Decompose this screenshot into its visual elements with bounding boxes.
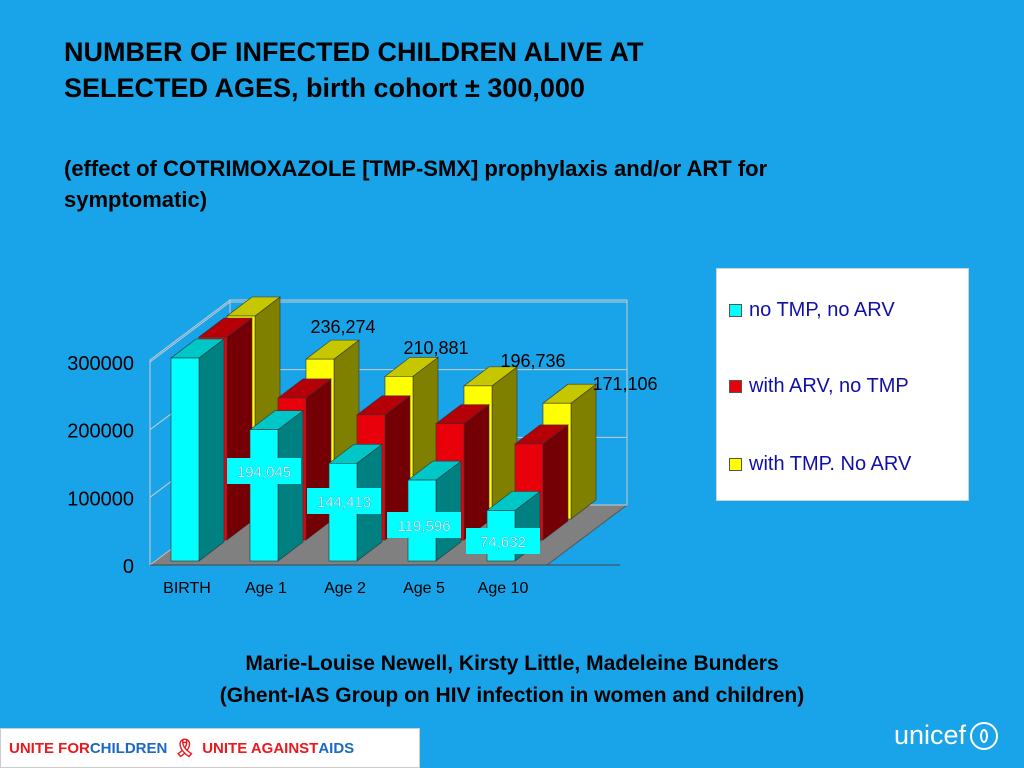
bar-front	[249, 429, 279, 562]
x-tick-label: Age 1	[245, 580, 287, 597]
legend-label: with TMP. No ARV	[749, 453, 912, 475]
subtitle-line-2: symptomatic)	[64, 187, 208, 212]
data-label: 144,413	[317, 494, 371, 511]
subtitle-line-1: (effect of COTRIMOXAZOLE [TMP-SMX] proph…	[64, 156, 768, 181]
title-line-1: NUMBER OF INFECTED CHILDREN ALIVE AT	[64, 37, 644, 67]
bar-side	[198, 338, 225, 562]
legend-item-no-tmp-no-arv: no TMP, no ARV	[729, 299, 895, 322]
banner-aids: AIDS	[318, 739, 355, 757]
x-tick-label: Age 2	[324, 580, 366, 597]
data-label: 236,274	[310, 317, 375, 337]
y-tick-label: 100000	[67, 488, 134, 510]
credit-authors: Marie-Louise Newell, Kirsty Little, Made…	[245, 652, 779, 675]
y-tick-label: 200000	[67, 421, 134, 443]
chart-legend: no TMP, no ARV with ARV, no TMP with TMP…	[716, 268, 969, 501]
y-tick-label: 0	[123, 556, 134, 578]
x-tick-label: BIRTH	[163, 580, 211, 597]
chart-subtitle: (effect of COTRIMOXAZOLE [TMP-SMX] proph…	[64, 153, 944, 215]
data-label-box	[227, 458, 301, 484]
ribbon-icon: 🎗	[173, 737, 197, 758]
banner-children: CHILDREN	[89, 739, 168, 757]
legend-item-with-arv-no-tmp: with ARV, no TMP	[729, 375, 909, 398]
title-line-2: SELECTED AGES, birth cohort ± 300,000	[64, 73, 585, 103]
data-label: 119,596	[397, 518, 450, 535]
y-tick-label: 300000	[67, 353, 134, 375]
legend-swatch-yellow	[729, 458, 742, 471]
bar-side	[542, 424, 569, 541]
bar-side	[226, 317, 253, 541]
legend-swatch-red	[729, 380, 742, 393]
data-label: 196,736	[500, 351, 565, 371]
bar-side	[463, 404, 490, 541]
data-label: 194,045	[237, 464, 291, 481]
data-label: 74,632	[480, 534, 526, 551]
legend-swatch-cyan	[729, 304, 742, 317]
bar-no-tmp-no-arv-1	[249, 410, 304, 562]
data-label-box	[307, 488, 381, 514]
x-tick-label: Age 10	[478, 580, 529, 597]
banner-unite-against: UNITE AGAINST	[202, 739, 319, 757]
unite-for-children-banner: UNITE FOR CHILDREN 🎗 UNITE AGAINST AIDS	[0, 728, 420, 768]
legend-item-with-tmp-no-arv: with TMP. No ARV	[729, 453, 911, 476]
unicef-logo: unicef	[894, 720, 998, 751]
data-label-box	[466, 528, 540, 554]
data-label: 210,881	[403, 338, 468, 358]
bar-no-tmp-no-arv-3	[407, 460, 462, 562]
legend-label: with ARV, no TMP	[749, 375, 909, 397]
data-label: 171,106	[592, 374, 657, 394]
bar-side	[305, 378, 332, 541]
data-label-box	[387, 512, 461, 538]
credit-group: (Ghent-IAS Group on HIV infection in wom…	[219, 684, 805, 707]
bar-front	[170, 357, 200, 562]
bar-chart: 0 100000 200000 300000 BIRTH Age 1 Age 2 Age 5 A…	[67, 296, 658, 597]
banner-unite-for: UNITE FOR	[9, 739, 90, 757]
bar-side	[277, 410, 304, 562]
legend-label: no TMP, no ARV	[749, 299, 895, 321]
gridline-side	[149, 301, 231, 363]
globe-icon	[970, 721, 998, 750]
x-tick-label: Age 5	[403, 580, 445, 597]
unicef-wordmark: unicef	[893, 720, 966, 750]
chart-title: NUMBER OF INFECTED CHILDREN ALIVE AT SEL…	[64, 34, 884, 106]
bar-no-tmp-no-arv-0	[170, 338, 225, 562]
bar-side	[570, 383, 597, 520]
